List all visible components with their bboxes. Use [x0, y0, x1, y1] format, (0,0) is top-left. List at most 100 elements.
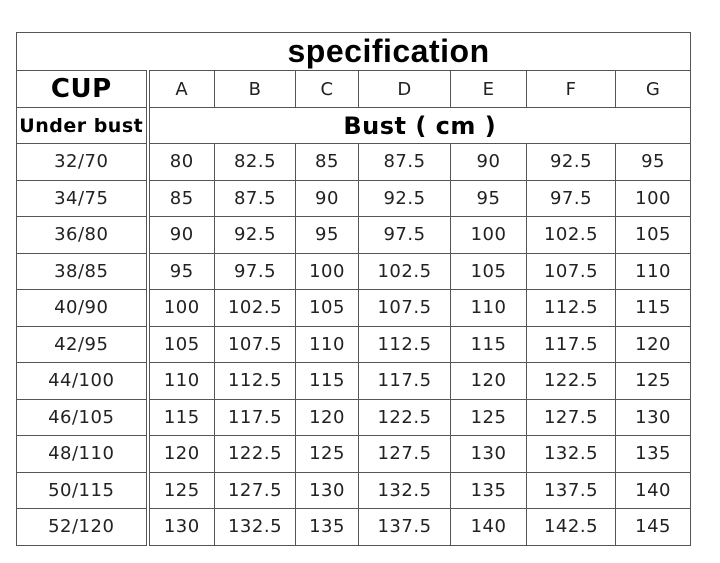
cup-header-e: E — [450, 70, 527, 108]
bust-cell-g: 105 — [614, 216, 692, 254]
bust-cell-b: 97.5 — [214, 252, 296, 290]
bust-cell-a: 100 — [147, 289, 215, 327]
bust-cell-a: 130 — [147, 508, 215, 546]
cup-header-b: B — [214, 70, 296, 108]
under-bust-cell: 34/75 — [16, 179, 150, 217]
bust-cell-c: 125 — [295, 435, 359, 473]
bust-cell-f: 117.5 — [526, 325, 616, 363]
cup-header-a: A — [147, 70, 215, 108]
bust-cell-a: 85 — [147, 179, 215, 217]
bust-cell-f: 142.5 — [526, 508, 616, 546]
bust-cell-e: 140 — [450, 508, 527, 546]
bust-cell-d: 107.5 — [358, 289, 451, 327]
cup-header-g: G — [614, 70, 692, 108]
bust-cell-d: 122.5 — [358, 398, 451, 436]
bust-cell-b: 82.5 — [214, 143, 296, 181]
table-row: 52/120 130 132.5 135 137.5 140 142.5 145 — [16, 508, 692, 546]
bust-cell-e: 135 — [450, 471, 527, 509]
table-row: 38/85 95 97.5 100 102.5 105 107.5 110 — [16, 252, 692, 290]
cup-label: CUP — [16, 70, 150, 108]
under-bust-cell: 42/95 — [16, 325, 150, 363]
bust-cell-e: 105 — [450, 252, 527, 290]
bust-cell-g: 95 — [614, 143, 692, 181]
bust-cell-d: 132.5 — [358, 471, 451, 509]
bust-cell-c: 130 — [295, 471, 359, 509]
under-bust-cell: 36/80 — [16, 216, 150, 254]
bust-cell-c: 110 — [295, 325, 359, 363]
bust-cell-e: 115 — [450, 325, 527, 363]
bust-cell-a: 125 — [147, 471, 215, 509]
table-row: 48/110 120 122.5 125 127.5 130 132.5 135 — [16, 435, 692, 473]
bust-cell-c: 115 — [295, 362, 359, 400]
bust-cell-b: 107.5 — [214, 325, 296, 363]
table-row: 36/80 90 92.5 95 97.5 100 102.5 105 — [16, 216, 692, 254]
under-bust-cell: 40/90 — [16, 289, 150, 327]
bust-cell-a: 115 — [147, 398, 215, 436]
bust-cell-d: 127.5 — [358, 435, 451, 473]
cup-header-d: D — [358, 70, 451, 108]
table-row: 40/90 100 102.5 105 107.5 110 112.5 115 — [16, 289, 692, 327]
bust-cell-c: 120 — [295, 398, 359, 436]
bust-cell-c: 95 — [295, 216, 359, 254]
bust-cell-f: 102.5 — [526, 216, 616, 254]
bust-cell-d: 137.5 — [358, 508, 451, 546]
bust-cell-b: 122.5 — [214, 435, 296, 473]
bust-cell-e: 120 — [450, 362, 527, 400]
under-bust-cell: 50/115 — [16, 471, 150, 509]
bust-cell-a: 120 — [147, 435, 215, 473]
bust-cell-a: 110 — [147, 362, 215, 400]
bust-cell-d: 112.5 — [358, 325, 451, 363]
bust-cell-e: 110 — [450, 289, 527, 327]
bust-cell-d: 97.5 — [358, 216, 451, 254]
bust-cell-b: 92.5 — [214, 216, 296, 254]
table-row: 42/95 105 107.5 110 112.5 115 117.5 120 — [16, 325, 692, 363]
bust-cell-f: 92.5 — [526, 143, 616, 181]
bust-cell-g: 135 — [614, 435, 692, 473]
bust-cell-e: 130 — [450, 435, 527, 473]
bust-cell-g: 115 — [614, 289, 692, 327]
under-bust-cell: 32/70 — [16, 143, 150, 181]
bust-cell-f: 127.5 — [526, 398, 616, 436]
bust-cell-a: 105 — [147, 325, 215, 363]
under-bust-cell: 52/120 — [16, 508, 150, 546]
under-bust-label: Under bust — [16, 107, 150, 144]
bust-cell-f: 107.5 — [526, 252, 616, 290]
bust-cell-f: 122.5 — [526, 362, 616, 400]
bust-cell-d: 102.5 — [358, 252, 451, 290]
table-row: 44/100 110 112.5 115 117.5 120 122.5 125 — [16, 362, 692, 400]
bust-cell-a: 95 — [147, 252, 215, 290]
table-title: specification — [15, 32, 692, 71]
bust-cell-b: 117.5 — [214, 398, 296, 436]
bust-cell-f: 97.5 — [526, 179, 616, 217]
under-bust-cell: 38/85 — [16, 252, 150, 290]
bust-cell-b: 112.5 — [214, 362, 296, 400]
bust-cell-f: 112.5 — [526, 289, 616, 327]
under-bust-header-row: Under bust Bust ( cm ) — [16, 107, 692, 144]
bust-cell-a: 80 — [147, 143, 215, 181]
bust-cell-e: 95 — [450, 179, 527, 217]
under-bust-cell: 48/110 — [16, 435, 150, 473]
bust-cell-f: 137.5 — [526, 471, 616, 509]
bust-cell-d: 92.5 — [358, 179, 451, 217]
bust-cell-c: 100 — [295, 252, 359, 290]
table-row: 32/70 80 82.5 85 87.5 90 92.5 95 — [16, 143, 692, 181]
bust-cell-g: 140 — [614, 471, 692, 509]
bust-cell-c: 105 — [295, 289, 359, 327]
bust-cell-e: 125 — [450, 398, 527, 436]
bust-cell-f: 132.5 — [526, 435, 616, 473]
bust-cell-g: 120 — [614, 325, 692, 363]
bust-cell-g: 110 — [614, 252, 692, 290]
bust-cell-c: 90 — [295, 179, 359, 217]
bust-cell-b: 102.5 — [214, 289, 296, 327]
cup-header-f: F — [526, 70, 616, 108]
bust-cell-c: 135 — [295, 508, 359, 546]
table-row: 46/105 115 117.5 120 122.5 125 127.5 130 — [16, 398, 692, 436]
bust-label: Bust ( cm ) — [146, 107, 692, 144]
bust-cell-b: 132.5 — [214, 508, 296, 546]
cup-header-c: C — [295, 70, 359, 108]
bust-cell-g: 125 — [614, 362, 692, 400]
bust-cell-d: 87.5 — [358, 143, 451, 181]
table-row: 34/75 85 87.5 90 92.5 95 97.5 100 — [16, 179, 692, 217]
